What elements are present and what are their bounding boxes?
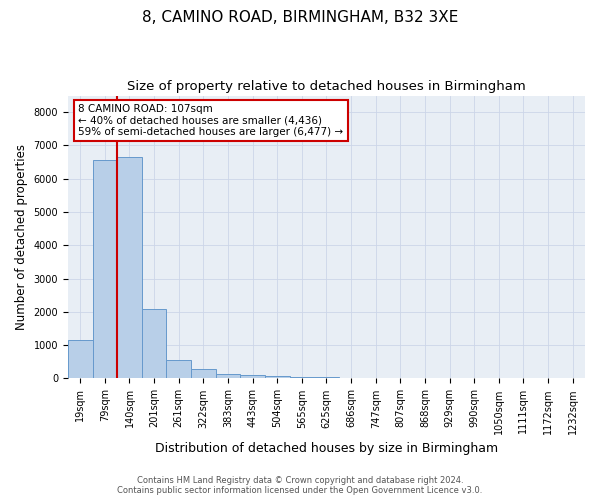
Text: 8, CAMINO ROAD, BIRMINGHAM, B32 3XE: 8, CAMINO ROAD, BIRMINGHAM, B32 3XE — [142, 10, 458, 25]
Bar — [166, 360, 191, 378]
Y-axis label: Number of detached properties: Number of detached properties — [15, 144, 28, 330]
Bar — [191, 369, 215, 378]
Bar — [92, 160, 117, 378]
Bar — [240, 376, 265, 378]
Bar — [142, 308, 166, 378]
Bar — [314, 377, 339, 378]
Bar — [68, 340, 92, 378]
Text: 8 CAMINO ROAD: 107sqm
← 40% of detached houses are smaller (4,436)
59% of semi-d: 8 CAMINO ROAD: 107sqm ← 40% of detached … — [78, 104, 343, 137]
Bar — [265, 376, 290, 378]
Bar — [215, 374, 240, 378]
Bar — [117, 157, 142, 378]
X-axis label: Distribution of detached houses by size in Birmingham: Distribution of detached houses by size … — [155, 442, 498, 455]
Text: Contains HM Land Registry data © Crown copyright and database right 2024.
Contai: Contains HM Land Registry data © Crown c… — [118, 476, 482, 495]
Title: Size of property relative to detached houses in Birmingham: Size of property relative to detached ho… — [127, 80, 526, 93]
Bar — [290, 377, 314, 378]
